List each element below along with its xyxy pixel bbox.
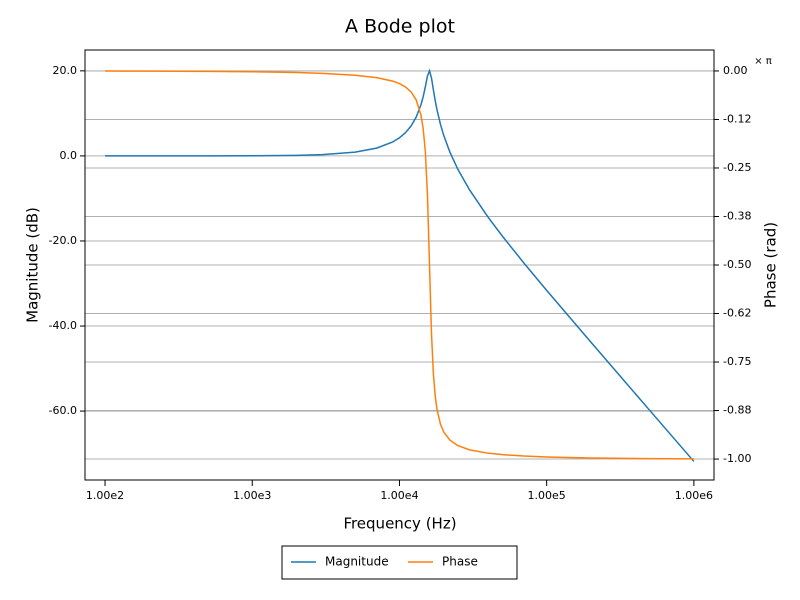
y2-tick-label: -0.50 xyxy=(723,258,751,271)
legend-label: Magnitude xyxy=(325,555,389,569)
plot-frame xyxy=(84,49,715,481)
y2-tick-label: -1.00 xyxy=(723,452,751,465)
y2-tick-label: -0.62 xyxy=(723,307,751,320)
y-axis-label: Magnitude (dB) xyxy=(24,207,42,323)
y2-tick-label: -0.88 xyxy=(723,404,751,417)
y2-tick-label: 0.00 xyxy=(723,64,748,77)
data-line xyxy=(105,68,695,462)
x-tick-label: 1.00e4 xyxy=(380,489,418,502)
y-tick-label: -40.0 xyxy=(49,319,77,332)
y-tick-label: -20.0 xyxy=(49,234,77,247)
y2-tick-label: -0.75 xyxy=(723,355,751,368)
legend-box xyxy=(281,545,518,580)
y-tick-label: 20.0 xyxy=(53,64,78,77)
x-axis-label: Frequency (Hz) xyxy=(343,515,456,533)
x-tick-label: 1.00e6 xyxy=(675,489,713,502)
chart-title: A Bode plot xyxy=(345,16,455,38)
y2-axis-label: Phase (rad) xyxy=(762,222,780,308)
legend-label: Phase xyxy=(442,555,478,569)
y-tick-label: -60.0 xyxy=(49,404,77,417)
data-line xyxy=(105,70,694,460)
y2-tick-label: -0.25 xyxy=(723,161,751,174)
y2-tick-label: -0.12 xyxy=(723,112,751,125)
x-tick-label: 1.00e2 xyxy=(86,489,124,502)
x-tick-label: 1.00e3 xyxy=(233,489,271,502)
y2-unit: × π xyxy=(754,56,772,67)
y2-tick-label: -0.38 xyxy=(723,209,751,222)
x-tick-label: 1.00e5 xyxy=(528,489,566,502)
y-tick-label: 0.0 xyxy=(60,149,78,162)
